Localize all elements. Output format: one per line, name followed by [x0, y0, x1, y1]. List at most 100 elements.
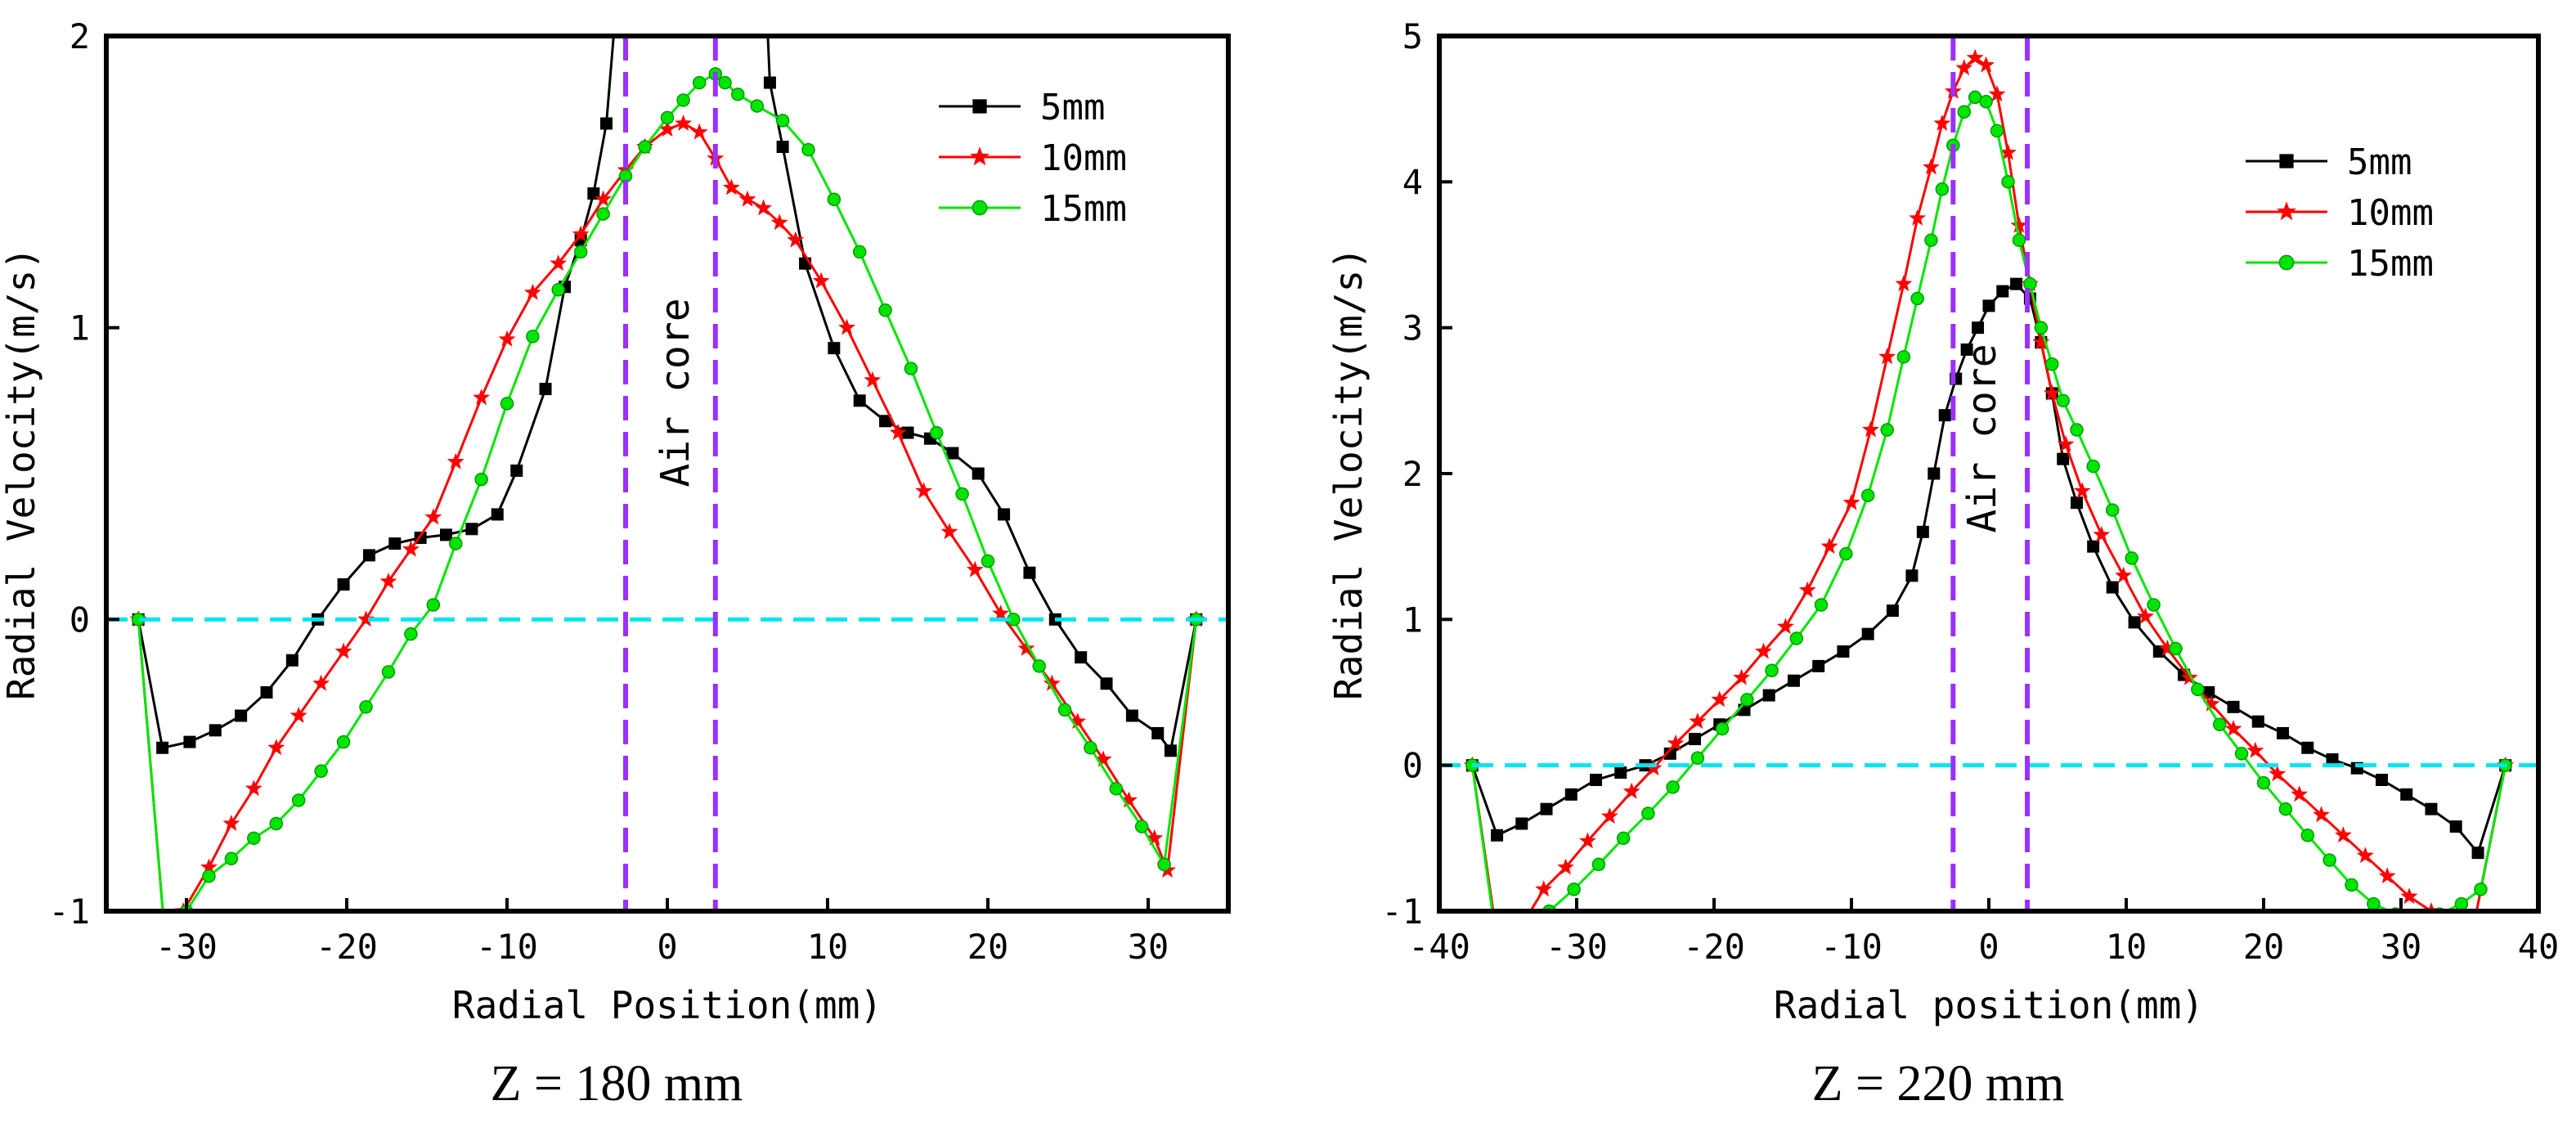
- data-point-5mm: [2071, 496, 2084, 510]
- data-point-15mm: [2234, 747, 2249, 761]
- data-point-15mm: [801, 142, 815, 157]
- data-point-15mm: [2147, 598, 2161, 612]
- data-point-15mm: [1616, 831, 1631, 846]
- y-tick-label: 3: [1402, 308, 1423, 348]
- data-point-15mm: [2278, 802, 2293, 816]
- data-point-15mm: [1979, 95, 1993, 109]
- data-point-10mm: [2010, 216, 2028, 233]
- x-axis-label: Radial position(mm): [1774, 983, 2204, 1027]
- data-point-5mm: [2375, 774, 2388, 786]
- data-point-10mm: [1862, 420, 1879, 438]
- data-point-5mm: [1982, 299, 1995, 312]
- data-point-15mm: [336, 734, 351, 749]
- y-tick-label: 1: [70, 308, 90, 348]
- data-point-5mm: [491, 508, 504, 521]
- data-point-10mm: [864, 371, 882, 388]
- data-point-10mm: [675, 115, 693, 131]
- data-point-10mm: [595, 190, 613, 207]
- data-point-5mm: [2057, 452, 2070, 465]
- data-point-5mm: [2106, 581, 2119, 594]
- data-point-5mm: [1151, 726, 1165, 739]
- data-point-10mm: [2400, 887, 2418, 905]
- data-point-15mm: [2105, 503, 2120, 517]
- data-point-15mm: [291, 793, 306, 807]
- data-point-10mm: [379, 573, 397, 589]
- data-point-15mm: [692, 75, 707, 90]
- data-point-5mm: [1837, 645, 1850, 658]
- data-point-10mm: [770, 213, 788, 231]
- data-point-15mm: [1488, 919, 1501, 932]
- data-point-15mm: [551, 283, 565, 297]
- data-point-10mm: [787, 231, 805, 248]
- data-point-10mm: [1120, 791, 1138, 808]
- data-point-10mm: [690, 123, 708, 140]
- data-point-5mm: [1540, 802, 1553, 815]
- data-point-5mm: [465, 523, 478, 536]
- data-point-15mm: [2034, 321, 2049, 335]
- data-point-5mm: [1928, 467, 1941, 480]
- legend-marker-symbol: [972, 200, 988, 216]
- data-point-15mm: [2256, 775, 2271, 790]
- legend-label-10mm: 10mm: [2347, 192, 2434, 234]
- data-point-10mm: [1069, 712, 1087, 730]
- legend-entry-10mm: 10mm: [939, 137, 1127, 179]
- data-point-15mm: [930, 425, 944, 440]
- data-point-15mm: [2474, 883, 2488, 896]
- x-axis-label: Radial Position(mm): [452, 983, 882, 1027]
- data-point-15mm: [2086, 459, 2100, 474]
- data-point-5mm: [235, 709, 248, 722]
- data-point-15mm: [269, 816, 284, 831]
- data-point-5mm: [1564, 788, 1577, 801]
- data-point-5mm: [510, 464, 523, 477]
- data-point-15mm: [1084, 741, 1097, 755]
- data-point-15mm: [1157, 857, 1171, 872]
- data-point-15mm: [202, 869, 216, 883]
- data-point-15mm: [1860, 488, 1875, 502]
- data-point-5mm: [1905, 569, 1919, 582]
- data-point-5mm: [209, 724, 222, 737]
- legend-entry-5mm: 5mm: [2246, 141, 2412, 183]
- x-tick-label: 10: [807, 927, 849, 967]
- data-point-10mm: [2313, 806, 2330, 823]
- data-point-10mm: [267, 739, 285, 756]
- data-point-10mm: [2032, 333, 2050, 350]
- data-point-15mm: [1567, 883, 1581, 896]
- legend-entry-15mm: 15mm: [939, 188, 1127, 230]
- data-point-5mm: [2425, 802, 2438, 815]
- data-point-15mm: [2412, 912, 2424, 924]
- reference-lines: [1439, 36, 2538, 911]
- data-point-10mm: [1094, 750, 1112, 767]
- data-point-15mm: [1740, 693, 1754, 707]
- data-point-10mm: [1622, 782, 1640, 799]
- data-point-15mm: [573, 245, 588, 259]
- data-point-5mm: [337, 578, 350, 591]
- series-layer: [1463, 48, 2515, 932]
- data-point-5mm: [1861, 627, 1874, 640]
- data-point-5mm: [2251, 715, 2264, 728]
- data-point-10mm: [1909, 209, 1927, 226]
- x-tick-label: -40: [1408, 927, 1470, 967]
- legend-entry-5mm: 5mm: [939, 87, 1105, 128]
- data-point-5mm: [1590, 774, 1603, 786]
- data-point-5mm: [156, 741, 169, 754]
- data-point-10mm: [1579, 832, 1596, 849]
- data-point-5mm: [2128, 616, 2141, 629]
- data-point-10mm: [1798, 581, 1816, 598]
- y-axis-label: Radial Velocity(m/s): [0, 247, 43, 700]
- data-point-15mm: [2012, 233, 2026, 247]
- data-point-5mm: [1787, 674, 1800, 687]
- data-point-15mm: [2056, 393, 2070, 408]
- data-point-10mm: [2291, 785, 2309, 802]
- data-point-10mm: [222, 815, 240, 831]
- data-point-5mm: [388, 537, 402, 550]
- data-point-10mm: [1017, 640, 1035, 656]
- data-point-10mm: [1667, 734, 1685, 751]
- data-point-15mm: [981, 554, 995, 568]
- data-point-15mm: [1690, 751, 1705, 765]
- data-point-5mm: [946, 447, 959, 460]
- data-point-15mm: [1765, 663, 1779, 677]
- data-point-15mm: [426, 598, 441, 612]
- data-point-15mm: [381, 665, 396, 679]
- data-point-5mm: [1164, 744, 1177, 757]
